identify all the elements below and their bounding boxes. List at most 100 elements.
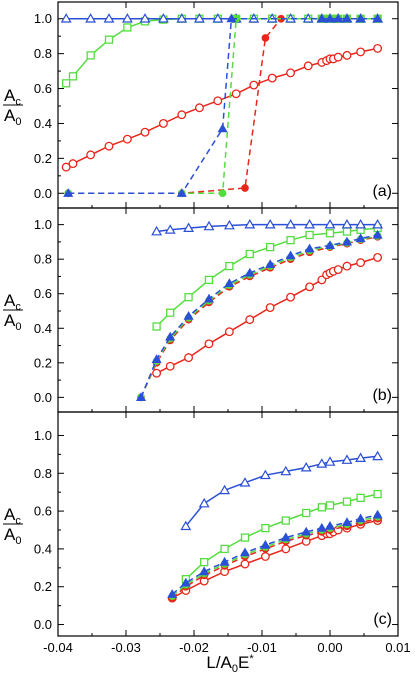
panel-c: 0.0 0.2 0.4 0.6 0.8 1.0 -0.04 -0.03 -0.02 -0.01 0.… (3, 411, 411, 675)
data-point (167, 589, 178, 598)
data-point (281, 544, 291, 554)
y-tick-label: 0.0 (34, 617, 52, 632)
series-line (68, 17, 378, 195)
data-point (199, 566, 210, 576)
y-tick-label: 0.0 (34, 186, 52, 201)
data-point (60, 13, 72, 23)
data-point (151, 354, 162, 363)
data-point (165, 361, 175, 371)
data-point (104, 35, 114, 44)
data-point (123, 23, 132, 32)
series-line (171, 519, 378, 599)
data-point (324, 456, 336, 466)
series-blue-triangle-filled (63, 13, 383, 197)
series-blue-triangle-filled (135, 229, 383, 401)
data-point (241, 184, 249, 192)
data-point (317, 503, 326, 512)
data-point (267, 73, 277, 83)
plot-frame (57, 1, 399, 209)
data-point (342, 497, 352, 506)
data-point (183, 310, 194, 320)
y-tick-label: 0.4 (34, 116, 52, 131)
panel-label: (c) (373, 611, 392, 628)
data-point (356, 493, 365, 503)
series-green-circle-filled (168, 512, 382, 601)
series-line (140, 235, 378, 398)
data-point (304, 218, 316, 229)
data-point (122, 134, 132, 144)
data-point (341, 517, 353, 527)
data-point (280, 465, 292, 476)
data-point (239, 547, 251, 557)
series-line (140, 234, 378, 398)
data-point (355, 452, 367, 462)
data-point (280, 532, 291, 542)
data-point (355, 513, 366, 523)
x-tick-label: 0.01 (385, 640, 410, 655)
y-tick-label: 1.0 (34, 11, 52, 26)
data-point (260, 552, 270, 561)
data-point (223, 219, 235, 230)
y-tick-label: 0.2 (34, 151, 52, 166)
data-point (231, 89, 241, 99)
data-point (200, 557, 209, 567)
data-point (264, 218, 276, 229)
data-point (184, 353, 194, 363)
data-point (260, 539, 271, 549)
series-blue-triangle-open (151, 218, 384, 236)
data-point (204, 339, 214, 349)
data-point (226, 13, 237, 23)
y-label-numerator: Ac (4, 505, 21, 527)
data-point (85, 13, 97, 23)
data-point (372, 218, 384, 229)
data-point (281, 516, 290, 525)
data-point (152, 322, 161, 331)
data-point (301, 526, 312, 536)
data-point (176, 188, 187, 197)
data-point (220, 544, 229, 554)
data-point (224, 278, 235, 287)
data-point (224, 327, 234, 337)
data-point (265, 259, 276, 268)
data-point (324, 520, 336, 530)
data-point (219, 556, 230, 566)
y-tick-label: 0.8 (34, 466, 52, 481)
data-point (151, 225, 163, 236)
data-point (68, 159, 78, 169)
data-point (286, 68, 296, 78)
series-green-square-open (181, 489, 382, 584)
data-point (356, 47, 366, 57)
data-point (176, 13, 188, 23)
data-point (177, 110, 187, 120)
data-point (342, 261, 352, 271)
panel-label: (b) (372, 387, 392, 404)
y-tick-label: 0.4 (34, 321, 52, 336)
data-point (341, 13, 353, 23)
data-point (286, 292, 296, 302)
data-point (342, 227, 352, 236)
data-point (165, 331, 176, 341)
data-point (285, 218, 297, 229)
y-tick-label: 1.0 (34, 217, 52, 232)
data-point (373, 43, 383, 53)
series-line (65, 17, 378, 84)
series-line (65, 47, 378, 168)
data-point (245, 315, 255, 325)
data-point (225, 261, 234, 271)
data-point (355, 233, 366, 243)
y-tick-label: 0.2 (34, 579, 52, 594)
panel-label: (a) (372, 183, 392, 200)
series-line (185, 455, 378, 527)
x-tick-label: 0.00 (317, 640, 342, 655)
data-point (303, 61, 313, 71)
data-point (372, 13, 383, 23)
data-point (212, 13, 224, 23)
data-point (217, 123, 228, 133)
data-point (139, 13, 151, 23)
data-point (152, 368, 162, 378)
